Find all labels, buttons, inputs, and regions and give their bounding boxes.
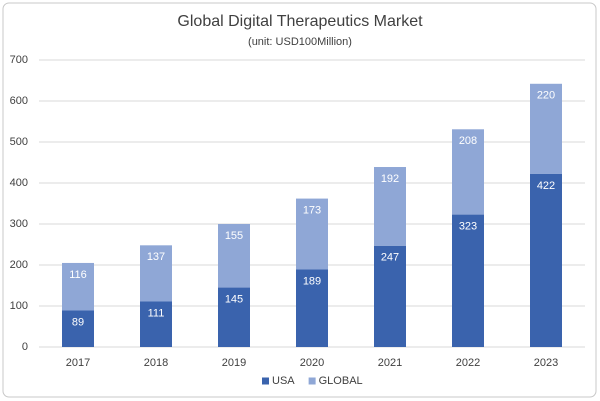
bar-segment bbox=[140, 245, 172, 302]
bar-segment bbox=[218, 287, 250, 347]
data-label: 247 bbox=[381, 252, 399, 264]
bar-segment bbox=[140, 301, 172, 347]
x-tick-label: 2018 bbox=[144, 357, 168, 369]
data-label: 137 bbox=[147, 251, 165, 263]
data-label: 111 bbox=[148, 307, 165, 319]
bar-segment bbox=[296, 198, 328, 270]
x-tick-label: 2023 bbox=[534, 357, 558, 369]
x-tick-label: 2019 bbox=[222, 357, 246, 369]
y-tick-label: 600 bbox=[10, 95, 28, 107]
y-tick-label: 100 bbox=[10, 300, 28, 312]
x-tick-label: 2020 bbox=[300, 357, 324, 369]
data-label: 145 bbox=[225, 293, 243, 305]
bar-segment bbox=[530, 173, 562, 347]
data-label: 220 bbox=[537, 90, 555, 102]
y-tick-label: 700 bbox=[10, 54, 28, 66]
data-label: 422 bbox=[537, 180, 555, 192]
x-tick-label: 2021 bbox=[378, 357, 402, 369]
data-label: 173 bbox=[303, 204, 321, 216]
data-label: 116 bbox=[69, 269, 87, 281]
bar-segment bbox=[62, 310, 94, 347]
bar-segment bbox=[296, 269, 328, 347]
data-label: 192 bbox=[381, 173, 399, 185]
bar-segment bbox=[452, 129, 484, 215]
bar-segment bbox=[374, 167, 406, 246]
x-tick-label: 2022 bbox=[456, 357, 480, 369]
x-tick-label: 2017 bbox=[66, 357, 90, 369]
data-label: 89 bbox=[72, 316, 84, 328]
chart-title: Global Digital Therapeutics Market bbox=[177, 13, 423, 30]
bar-segment bbox=[452, 214, 484, 347]
y-tick-label: 0 bbox=[22, 341, 28, 353]
y-tick-label: 300 bbox=[10, 218, 28, 230]
bar-segment bbox=[62, 262, 94, 311]
bar-segment bbox=[530, 83, 562, 174]
legend-swatch bbox=[308, 377, 316, 385]
y-tick-label: 400 bbox=[10, 177, 28, 189]
y-tick-label: 500 bbox=[10, 136, 28, 148]
bar-segment bbox=[374, 245, 406, 347]
chart-subtitle: (unit: USD100Million) bbox=[248, 36, 352, 48]
bar-segment bbox=[218, 224, 250, 288]
y-tick-label: 200 bbox=[10, 259, 28, 271]
data-label: 208 bbox=[459, 135, 477, 147]
data-label: 189 bbox=[303, 275, 321, 287]
legend-label: GLOBAL bbox=[319, 375, 363, 387]
data-label: 323 bbox=[459, 220, 477, 232]
legend-swatch bbox=[262, 377, 269, 385]
data-label: 155 bbox=[225, 230, 243, 242]
legend-label: USA bbox=[272, 375, 295, 387]
